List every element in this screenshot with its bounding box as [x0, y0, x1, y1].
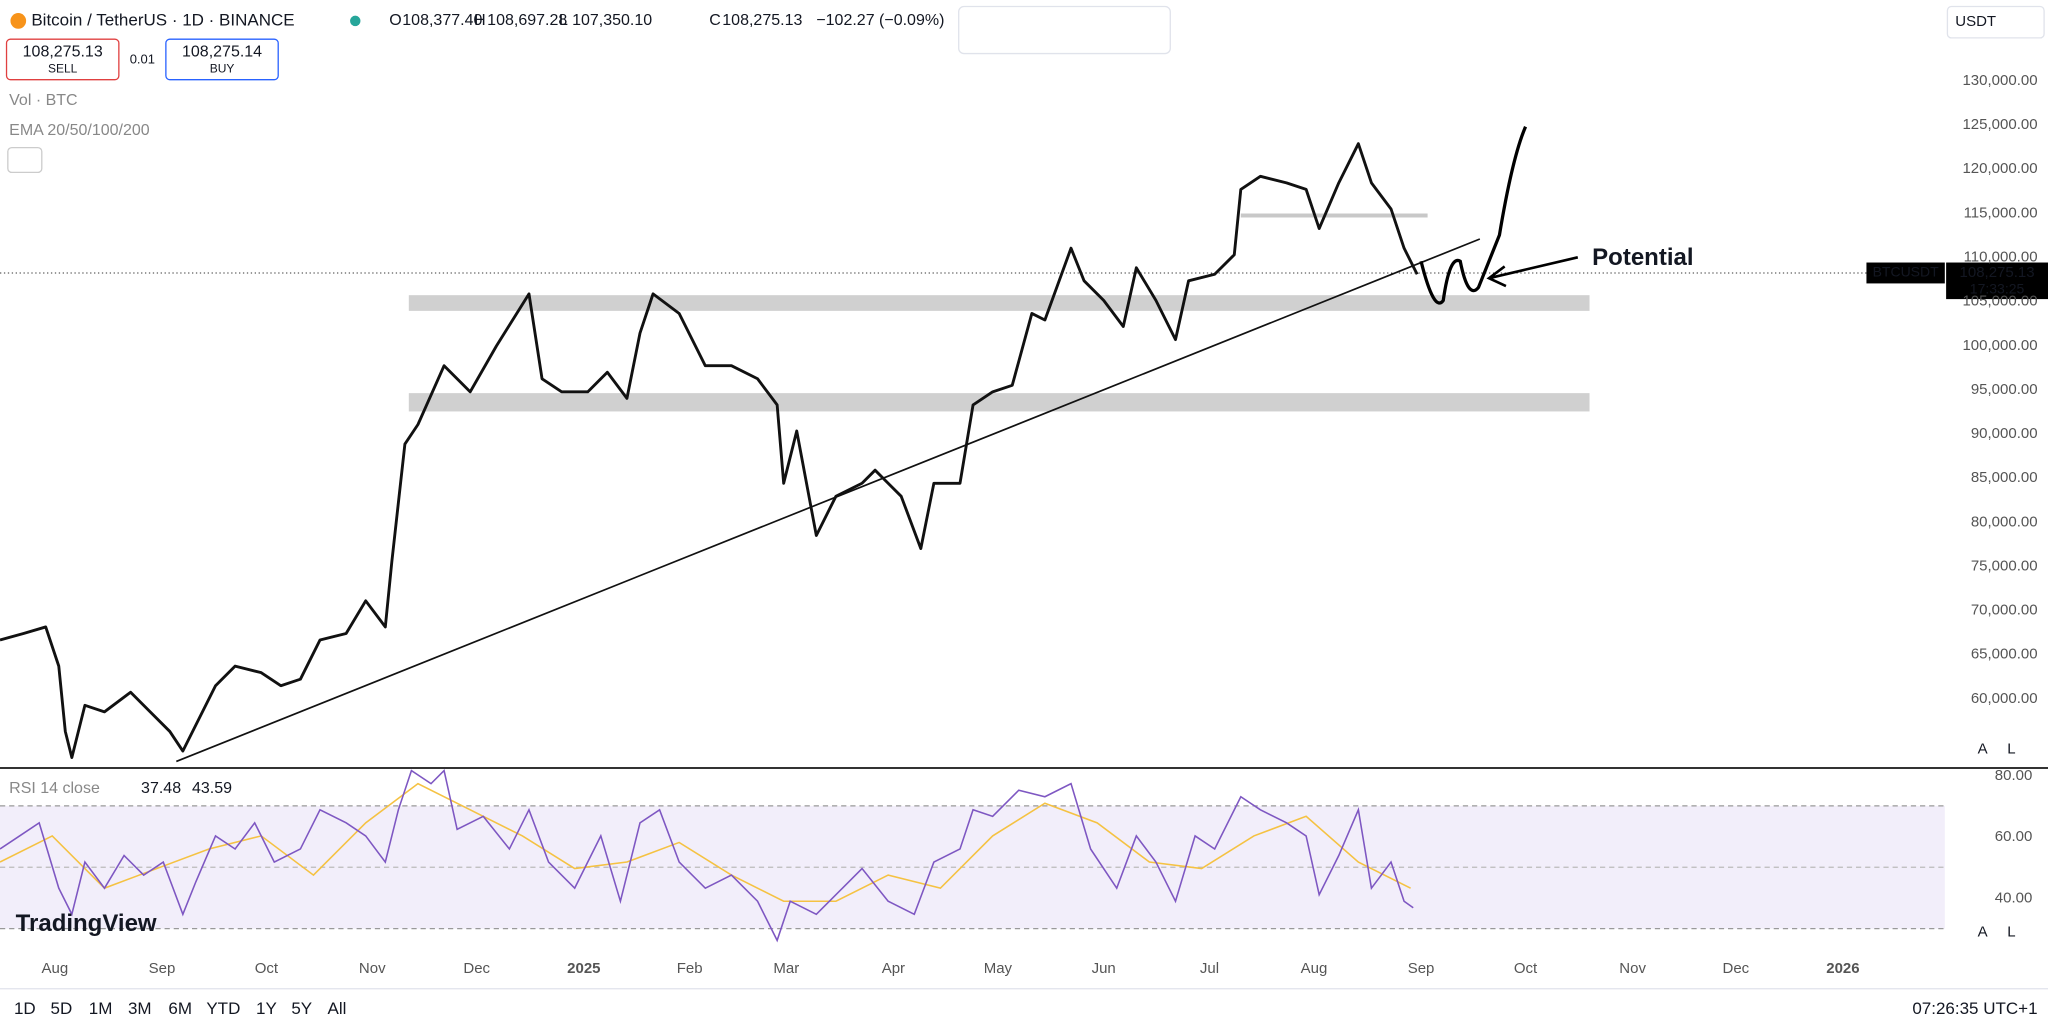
ohlc-close-label: C	[709, 12, 721, 29]
buy-price[interactable]: 108,275.14	[182, 43, 262, 60]
scale-button[interactable]: A	[1978, 741, 1988, 758]
time-tick-label: Nov	[1619, 960, 1646, 977]
projection	[1419, 126, 1528, 305]
scale-button[interactable]: L	[2007, 924, 2015, 941]
time-tick-label: 2025	[567, 960, 600, 977]
time-tick-label: Sep	[1408, 960, 1435, 977]
time-tick-label: Sep	[149, 960, 176, 977]
ohlc-open: 108,377.40	[402, 12, 482, 29]
time-tick-label: Jul	[1200, 960, 1219, 977]
price-tick-label: 90,000.00	[1971, 425, 2038, 442]
zone	[408, 393, 1590, 412]
price-tick-label: 85,000.00	[1971, 469, 2038, 486]
rsi-tick-label: 40.00	[1995, 890, 2033, 907]
rsi-ma	[0, 782, 1411, 903]
timeframe-button[interactable]: YTD	[206, 999, 240, 1018]
timeframe-button[interactable]: 1M	[89, 999, 113, 1018]
time-tick-label: Dec	[463, 960, 490, 977]
price-tick-label: 80,000.00	[1971, 513, 2038, 530]
price-path	[0, 142, 1419, 759]
buy-label[interactable]: BUY	[210, 61, 235, 75]
price-tick-label: 120,000.00	[1962, 160, 2037, 177]
timeframe-button[interactable]: 1D	[14, 999, 36, 1018]
symbol-tag-label: BTCUSDT	[1873, 264, 1940, 280]
rsi-ma-value: 43.59	[192, 780, 232, 797]
time-tick-label: Feb	[677, 960, 703, 977]
price-tick-label: 65,000.00	[1971, 646, 2038, 663]
price-tick-label: 105,000.00	[1962, 293, 2037, 310]
countdown-label: 17:33:25	[1970, 281, 2025, 297]
rsi-line	[0, 769, 1414, 943]
quantity: 0.01	[130, 52, 155, 67]
scale-button[interactable]: L	[2007, 741, 2015, 758]
ema-indicator: EMA 20/50/100/200	[9, 122, 150, 139]
annotation: Potential	[1592, 244, 1693, 271]
price-tick-label: 115,000.00	[1964, 204, 2038, 221]
time-tick-label: Oct	[255, 960, 279, 977]
time-tick-label: Dec	[1722, 960, 1749, 977]
ohlc-open-label: O	[389, 12, 401, 29]
rsi-tick-label: 60.00	[1995, 828, 2033, 845]
price-tick-label: 110,000.00	[1964, 248, 2038, 265]
price-tick-label: 70,000.00	[1971, 602, 2038, 619]
price-tick-label: 100,000.00	[1962, 337, 2037, 354]
btc-icon	[10, 13, 27, 29]
timeframe-button[interactable]: 5Y	[291, 999, 312, 1018]
time-tick-label: Apr	[882, 960, 905, 977]
time-tick-label: 2026	[1826, 960, 1859, 977]
timeframe-button[interactable]: 5D	[51, 999, 73, 1018]
currency[interactable]: USDT	[1955, 13, 1996, 30]
ohlc-low-label: L	[559, 12, 568, 29]
price-tick-label: 95,000.00	[1971, 381, 2038, 398]
time-tick-label: Aug	[42, 960, 69, 977]
time-tick-label: Aug	[1301, 960, 1328, 977]
arrow	[1486, 256, 1579, 288]
scale-button[interactable]: A	[1978, 924, 1988, 941]
sell-button[interactable]	[5, 38, 120, 81]
currency-select[interactable]	[1946, 5, 2045, 39]
ohlc-high: 108,697.28	[487, 12, 567, 29]
drawing-layer	[0, 5, 2048, 990]
zone	[408, 295, 1590, 311]
time-tick-label: Mar	[773, 960, 799, 977]
symbol-tag	[1866, 262, 1945, 284]
sell-price[interactable]: 108,275.13	[23, 43, 103, 60]
price-tag	[1946, 262, 2048, 300]
status-dot	[350, 15, 361, 27]
time-tick-label: May	[984, 960, 1013, 977]
price-tag-label: 108,275.13	[1960, 264, 2035, 281]
timeframe-button[interactable]: All	[328, 999, 347, 1018]
drawing-toolbar	[958, 5, 1171, 55]
clock: 07:26:35 UTC+1	[1912, 999, 2037, 1018]
buy-button[interactable]	[165, 38, 279, 81]
rsi-value: 37.48	[141, 780, 181, 797]
symbol-title: Bitcoin / TetherUS · 1D · BINANCE	[31, 10, 294, 29]
ohlc-low: 107,350.10	[572, 12, 652, 29]
price-tick-label: 60,000.00	[1971, 690, 2038, 707]
price-tick-label: 130,000.00	[1962, 72, 2037, 89]
price-tick-label: 75,000.00	[1971, 557, 2038, 574]
timeframe-button[interactable]: 6M	[168, 999, 192, 1018]
price-tick-label: 125,000.00	[1962, 116, 2037, 133]
ohlc-close: 108,275.13	[722, 12, 802, 29]
time-tick-label: Nov	[359, 960, 386, 977]
collapse-button[interactable]	[7, 146, 43, 174]
logo: TradingView	[16, 910, 157, 937]
ohlc-change: −102.27 (−0.09%)	[816, 12, 944, 29]
time-tick-label: Jun	[1092, 960, 1116, 977]
trendline	[176, 238, 1481, 763]
sell-label[interactable]: SELL	[48, 61, 78, 75]
rsi-tick-label: 80.00	[1995, 767, 2033, 784]
timeframe-button[interactable]: 1Y	[256, 999, 277, 1018]
ohlc-high-label: H	[474, 12, 486, 29]
rsi-label: RSI 14 close	[9, 780, 100, 797]
time-tick-label: Oct	[1514, 960, 1538, 977]
timeframe-button[interactable]: 3M	[128, 999, 152, 1018]
vol-indicator: Vol · BTC	[9, 92, 77, 109]
